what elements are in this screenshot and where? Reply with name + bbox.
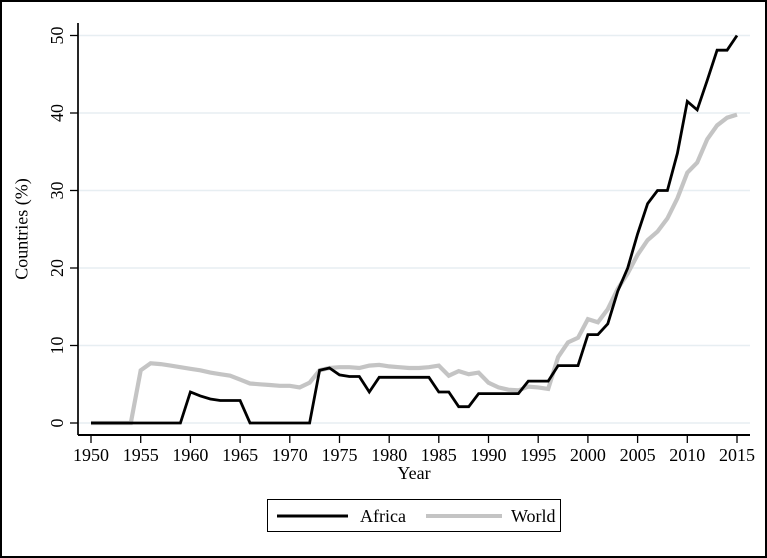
x-tick-label: 1955 <box>123 445 159 465</box>
y-axis-title: Countries (%) <box>11 178 32 280</box>
y-tick-label: 30 <box>47 182 67 200</box>
x-tick-label: 2005 <box>620 445 656 465</box>
x-tick-label: 2000 <box>570 445 606 465</box>
x-tick-label: 1965 <box>222 445 258 465</box>
world-line-swatch <box>426 513 502 518</box>
x-tick-label: 2015 <box>719 445 755 465</box>
legend: Africa World <box>267 499 561 532</box>
y-tick-label: 0 <box>47 419 67 428</box>
x-axis-title: Year <box>397 463 431 483</box>
x-tick-label: 1980 <box>371 445 407 465</box>
x-tick-label: 1960 <box>172 445 208 465</box>
y-tick-label: 20 <box>47 259 67 277</box>
africa-line-swatch <box>277 514 348 517</box>
x-tick-label: 1995 <box>520 445 556 465</box>
africa-series-line <box>91 34 739 425</box>
legend-label-world: World <box>511 505 556 526</box>
x-tick-label: 1985 <box>421 445 457 465</box>
y-tick-label: 50 <box>47 27 67 45</box>
x-tick-label: 1990 <box>471 445 507 465</box>
x-tick-label: 2010 <box>669 445 705 465</box>
legend-label-africa: Africa <box>360 505 406 526</box>
y-tick-label: 10 <box>47 337 67 355</box>
y-tick-label: 40 <box>47 104 67 122</box>
x-tick-label: 1970 <box>272 445 308 465</box>
x-tick-label: 1950 <box>73 445 109 465</box>
x-tick-label: 1975 <box>322 445 358 465</box>
world-series-line <box>91 112 738 426</box>
